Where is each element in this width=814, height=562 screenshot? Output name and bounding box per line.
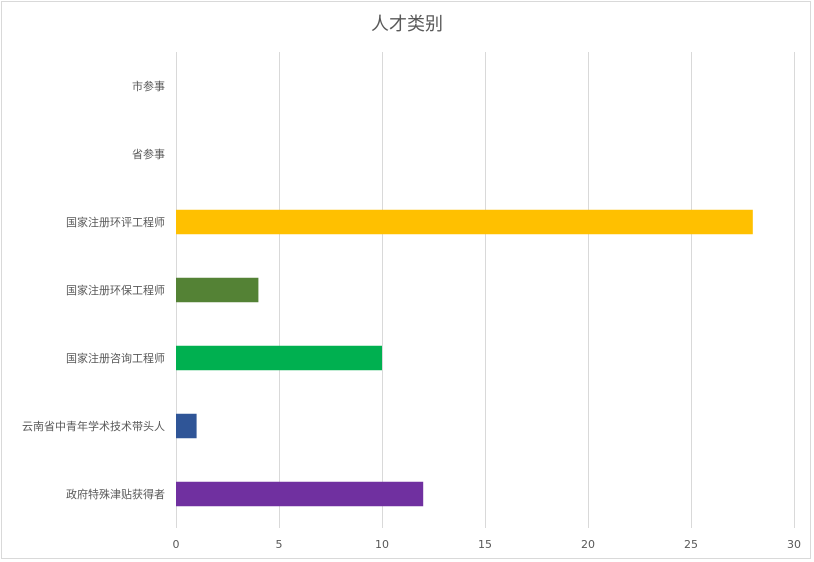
bar-3 — [176, 277, 259, 303]
bar-layer — [176, 209, 753, 507]
x-axis-tick-labels: 0 5 10 15 20 25 30 — [173, 538, 802, 551]
bar-4 — [176, 345, 382, 371]
bar-5 — [176, 413, 197, 439]
category-label: 市参事 — [132, 79, 165, 93]
x-tick-label: 0 — [173, 538, 180, 551]
bar-6 — [176, 481, 424, 507]
x-tick-label: 5 — [276, 538, 283, 551]
category-label: 国家注册环评工程师 — [66, 215, 165, 229]
category-label: 国家注册咨询工程师 — [66, 351, 165, 365]
category-label: 省参事 — [132, 147, 165, 161]
x-tick-label: 25 — [684, 538, 698, 551]
x-tick-label: 10 — [375, 538, 389, 551]
category-label: 政府特殊津贴获得者 — [66, 487, 165, 501]
category-label: 国家注册环保工程师 — [66, 283, 165, 297]
x-tick-label: 30 — [787, 538, 801, 551]
category-label: 云南省中青年学术技术带头人 — [22, 419, 165, 433]
bar-2 — [176, 209, 753, 235]
x-tick-label: 15 — [478, 538, 492, 551]
chart-title: 人才类别 — [371, 14, 443, 35]
grid-layer — [176, 52, 795, 528]
y-axis-category-labels: 市参事省参事国家注册环评工程师国家注册环保工程师国家注册咨询工程师云南省中青年学… — [22, 79, 165, 501]
x-tick-label: 20 — [581, 538, 595, 551]
